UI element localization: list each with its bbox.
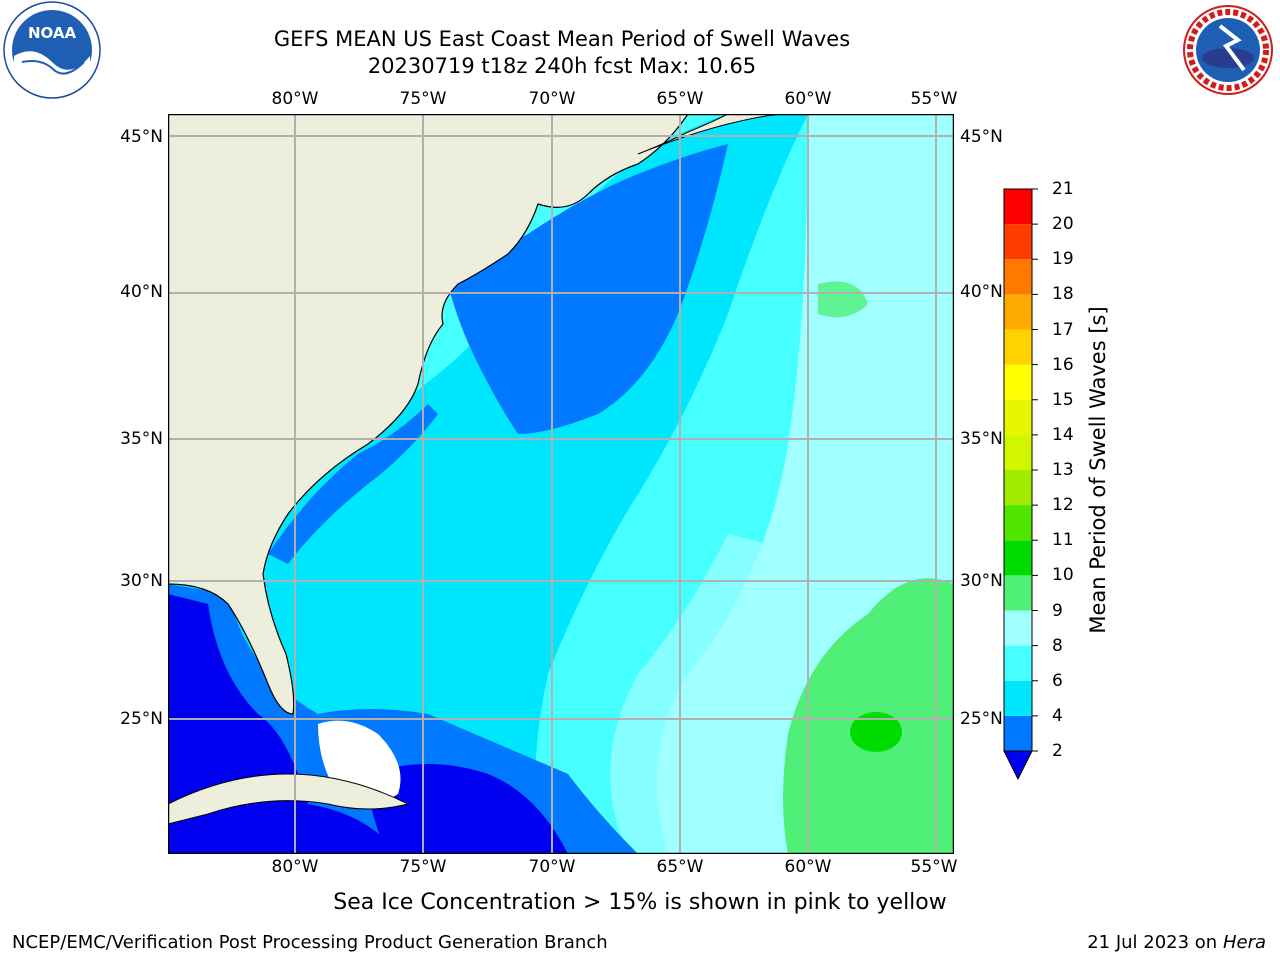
generation-date: 21 Jul 2023 on Hera xyxy=(1087,932,1266,953)
colorbar-segment xyxy=(1004,470,1032,506)
colorbar-tick-label: 10 xyxy=(1052,565,1074,586)
colorbar-segment xyxy=(1004,610,1032,646)
lon-tick-top: 80°W xyxy=(271,89,319,109)
colorbar-tick-label: 17 xyxy=(1052,319,1074,340)
lat-tick-right: 45°N xyxy=(960,127,1003,147)
colorbar-tick-label: 15 xyxy=(1052,389,1074,410)
generation-machine: Hera xyxy=(1222,932,1266,953)
lat-tick-left: 35°N xyxy=(120,429,163,449)
colorbar-segment xyxy=(1004,540,1032,576)
land-cuba xyxy=(168,773,410,825)
colorbar-tick-label: 16 xyxy=(1052,354,1074,375)
colorbar-tick-label: 20 xyxy=(1052,214,1074,235)
colorbar-segment xyxy=(1004,294,1032,330)
field-4s-zone xyxy=(448,144,728,434)
colorbar-tick-label: 4 xyxy=(1052,705,1063,726)
colorbar-tick-label: 11 xyxy=(1052,530,1074,551)
lon-tick-bottom: 75°W xyxy=(399,857,447,877)
lon-tick-top: 75°W xyxy=(399,89,447,109)
field-9s-zone-2 xyxy=(610,534,768,854)
colorbar-segment xyxy=(1004,364,1032,400)
colorbar-tick-label: 14 xyxy=(1052,424,1074,445)
colorbar-tick-label: 21 xyxy=(1052,179,1074,199)
colorbar-tick-label: 18 xyxy=(1052,284,1074,305)
colorbar-segment xyxy=(1004,224,1032,260)
colorbar-segment xyxy=(1004,434,1032,470)
colorbar-segment xyxy=(1004,329,1032,365)
nws-logo-icon xyxy=(1183,5,1273,95)
colorbar-segment xyxy=(1004,189,1032,225)
lat-tick-left: 45°N xyxy=(120,127,163,147)
svg-text:NOAA: NOAA xyxy=(28,24,77,42)
colorbar-segment xyxy=(1004,259,1032,295)
field-2s-caribbean xyxy=(368,764,568,854)
graticule xyxy=(168,114,954,854)
chart-subtitle: 20230719 t18z 240h fcst Max: 10.65 xyxy=(367,54,757,78)
swell-period-map xyxy=(168,114,954,854)
colorbar-extend-min xyxy=(1003,750,1033,781)
colorbar-segment xyxy=(1004,645,1032,681)
land-us-east xyxy=(168,114,689,715)
chart-title: GEFS MEAN US East Coast Mean Period of S… xyxy=(273,27,851,51)
producer-credit: NCEP/EMC/Verification Post Processing Pr… xyxy=(12,932,608,953)
colorbar-segment xyxy=(1004,575,1032,611)
field-10s-patch xyxy=(818,281,868,318)
lon-tick-top: 55°W xyxy=(910,89,958,109)
colorbar-label: Mean Period of Swell Waves [s] xyxy=(1086,306,1110,634)
colorbar-tick-label: 6 xyxy=(1052,670,1063,691)
colorbar-segment xyxy=(1004,399,1032,435)
lon-tick-bottom: 60°W xyxy=(784,857,832,877)
colorbar-tick-label: 8 xyxy=(1052,635,1063,656)
field-11s-patch xyxy=(850,712,902,752)
lon-tick-top: 70°W xyxy=(528,89,576,109)
lat-tick-right: 30°N xyxy=(960,571,1003,591)
colorbar-tick-label: 12 xyxy=(1052,495,1074,516)
lat-tick-right: 40°N xyxy=(960,282,1003,302)
lat-tick-right: 25°N xyxy=(960,709,1003,729)
lat-tick-left: 30°N xyxy=(120,571,163,591)
colorbar-segment xyxy=(1004,505,1032,541)
colorbar xyxy=(1003,188,1038,781)
lat-tick-left: 25°N xyxy=(120,709,163,729)
lat-tick-right: 35°N xyxy=(960,429,1003,449)
field-4s-coast-band xyxy=(268,404,438,564)
lat-tick-left: 40°N xyxy=(120,282,163,302)
sea-ice-note: Sea Ice Concentration > 15% is shown in … xyxy=(333,890,947,915)
lon-tick-bottom: 65°W xyxy=(656,857,704,877)
generation-date-text: 21 Jul 2023 on xyxy=(1087,932,1223,953)
lon-tick-top: 65°W xyxy=(656,89,704,109)
lon-tick-bottom: 70°W xyxy=(528,857,576,877)
colorbar-tick-label: 13 xyxy=(1052,460,1074,480)
colorbar-segment xyxy=(1004,680,1032,716)
lon-tick-bottom: 55°W xyxy=(910,857,958,877)
colorbar-segment xyxy=(1004,715,1032,751)
noaa-logo-icon: NOAA xyxy=(3,1,101,99)
lon-tick-bottom: 80°W xyxy=(271,857,319,877)
land-nova-scotia xyxy=(637,114,789,155)
colorbar-tick-label: 2 xyxy=(1052,741,1063,761)
lon-tick-top: 60°W xyxy=(784,89,832,109)
colorbar-tick-label: 19 xyxy=(1052,249,1074,270)
colorbar-tick-label: 9 xyxy=(1052,600,1063,621)
